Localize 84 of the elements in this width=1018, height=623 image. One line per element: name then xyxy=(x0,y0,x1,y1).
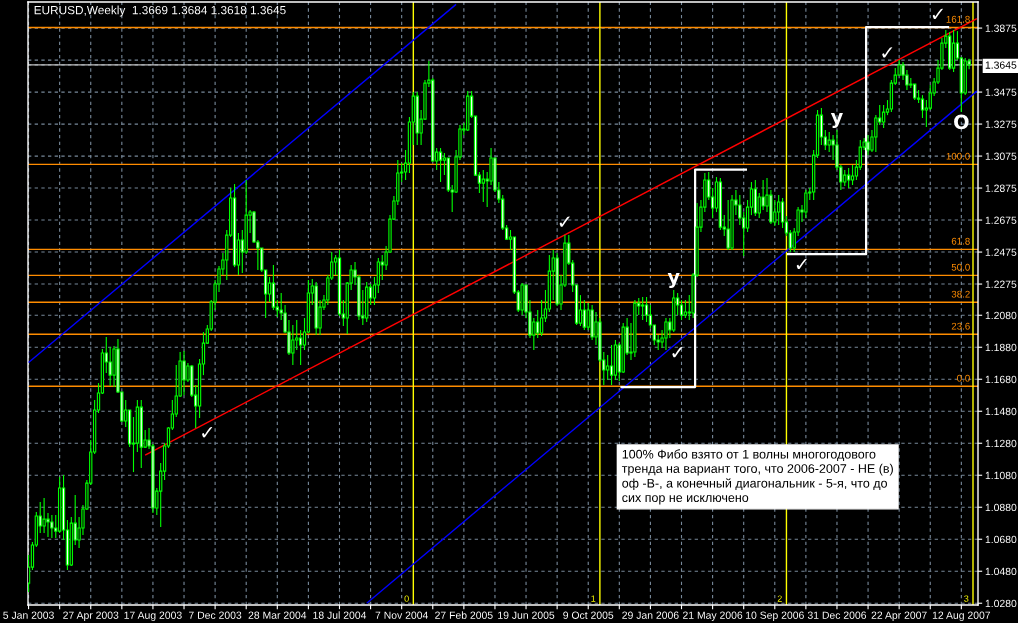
x-tick-label: 21 May 2006 xyxy=(683,611,743,621)
x-tick-label: 31 Dec 2006 xyxy=(807,611,867,619)
candlestick xyxy=(644,296,649,323)
candlestick xyxy=(539,299,544,337)
x-tick-label: 5 Jan 2003 xyxy=(3,611,54,619)
candlestick xyxy=(850,164,855,186)
candlestick xyxy=(761,179,765,211)
y-tick-label: 1.3875 xyxy=(985,24,1017,32)
annotation: y xyxy=(667,273,680,288)
candlestick xyxy=(481,169,485,203)
x-tick-label: 27 Feb 2005 xyxy=(435,611,493,619)
y-tick-label: 1.1480 xyxy=(985,407,1017,416)
y-tick-label: 1.0880 xyxy=(985,503,1017,512)
x-tick-label: 22 Apr 2007 xyxy=(871,611,927,621)
candlestick xyxy=(50,514,54,539)
y-tick-label: 1.2080 xyxy=(985,311,1017,320)
x-tick-label: 9 Oct 2005 xyxy=(563,611,614,619)
y-tick-label: 1.2275 xyxy=(985,280,1017,288)
candlestick xyxy=(42,497,46,534)
ref-line-label: 2 xyxy=(777,595,782,602)
ref-line-label: 1 xyxy=(591,595,596,602)
annotation: ✓ xyxy=(882,47,893,58)
x-tick-label: 28 Mar 2004 xyxy=(248,611,307,619)
y-tick-label: 1.0680 xyxy=(985,535,1017,544)
annotation: 38.2 xyxy=(951,290,970,298)
annotation: 61.8 xyxy=(951,237,970,245)
candlestick xyxy=(881,104,886,129)
annotation: ✓ xyxy=(559,216,570,227)
y-tick-label: 1.2875 xyxy=(985,184,1017,192)
x-tick-label: 17 Aug 2003 xyxy=(124,611,182,621)
candlestick xyxy=(609,344,614,386)
y-tick-label: 1.3275 xyxy=(985,120,1017,128)
y-tick-label: 1.3645 xyxy=(985,61,1017,69)
x-tick-label: 29 Jan 2006 xyxy=(622,611,679,619)
x-tick-label: 7 Nov 2004 xyxy=(375,611,429,619)
annotation: ✓ xyxy=(672,346,683,358)
candlestick xyxy=(777,194,781,226)
ref-line-label: 0 xyxy=(404,595,409,602)
x-tick-label: 19 Jun 2005 xyxy=(498,611,555,619)
candlestick xyxy=(295,319,299,351)
annotation: 161.8 xyxy=(946,15,970,23)
candlestick xyxy=(753,179,758,217)
x-tick-label: 27 Apr 2003 xyxy=(63,611,119,621)
y-tick-label: 1.2475 xyxy=(985,248,1017,256)
annotation: ✓ xyxy=(796,258,807,270)
candlestick xyxy=(582,299,587,331)
candlestick xyxy=(182,350,186,396)
y-tick-label: 1.0480 xyxy=(985,567,1017,576)
candlestick xyxy=(438,147,443,183)
annotation: 23.6 xyxy=(951,322,970,330)
annotation: y xyxy=(830,113,843,128)
y-tick-label: 1.3475 xyxy=(985,88,1017,96)
y-tick-label: 1.0280 xyxy=(985,599,1017,608)
x-tick-label: 12 Aug 2007 xyxy=(932,611,991,621)
x-tick-label: 7 Dec 2003 xyxy=(189,611,242,619)
y-tick-label: 1.3075 xyxy=(985,152,1017,160)
y-tick-label: 1.1680 xyxy=(985,375,1017,384)
candlestick xyxy=(46,512,50,538)
annotation: ✓ xyxy=(932,8,943,20)
ref-line-label: 3 xyxy=(964,595,969,602)
chart-title: EURUSD,Weekly 1.3669 1.3684 1.3618 1.3645 xyxy=(34,5,286,17)
annotation: 100% Фибо взято от 1 волны многогодового тренда на вариант того, что 2006-2007 - НЕ (в) оф -В-, а конечный диагональник - 5-я, что до сих пор не исключено xyxy=(621,449,893,505)
x-tick-label: 18 Jul 2004 xyxy=(313,611,367,619)
annotation: 100.0 xyxy=(946,152,970,160)
candlestick xyxy=(827,131,831,153)
candlestick xyxy=(920,94,925,119)
candlestick xyxy=(298,329,303,366)
y-tick-label: 1.1280 xyxy=(985,439,1017,448)
candlestick xyxy=(726,199,730,251)
annotation: ✓ xyxy=(202,427,213,438)
annotation: 50.0 xyxy=(951,263,970,271)
candlestick xyxy=(291,324,295,366)
annotation: 0.0 xyxy=(957,374,970,382)
y-tick-label: 1.1880 xyxy=(985,343,1017,352)
y-tick-label: 1.1080 xyxy=(985,471,1017,480)
candlestick xyxy=(605,354,610,381)
candlestick xyxy=(664,317,668,351)
y-tick-label: 1.2675 xyxy=(985,216,1017,224)
candlestick xyxy=(804,189,808,219)
candlestick xyxy=(536,309,540,339)
annotation: O xyxy=(954,114,969,130)
candlestick xyxy=(271,264,276,311)
candlestick xyxy=(866,134,870,156)
x-tick-label: 10 Sep 2006 xyxy=(746,611,804,621)
